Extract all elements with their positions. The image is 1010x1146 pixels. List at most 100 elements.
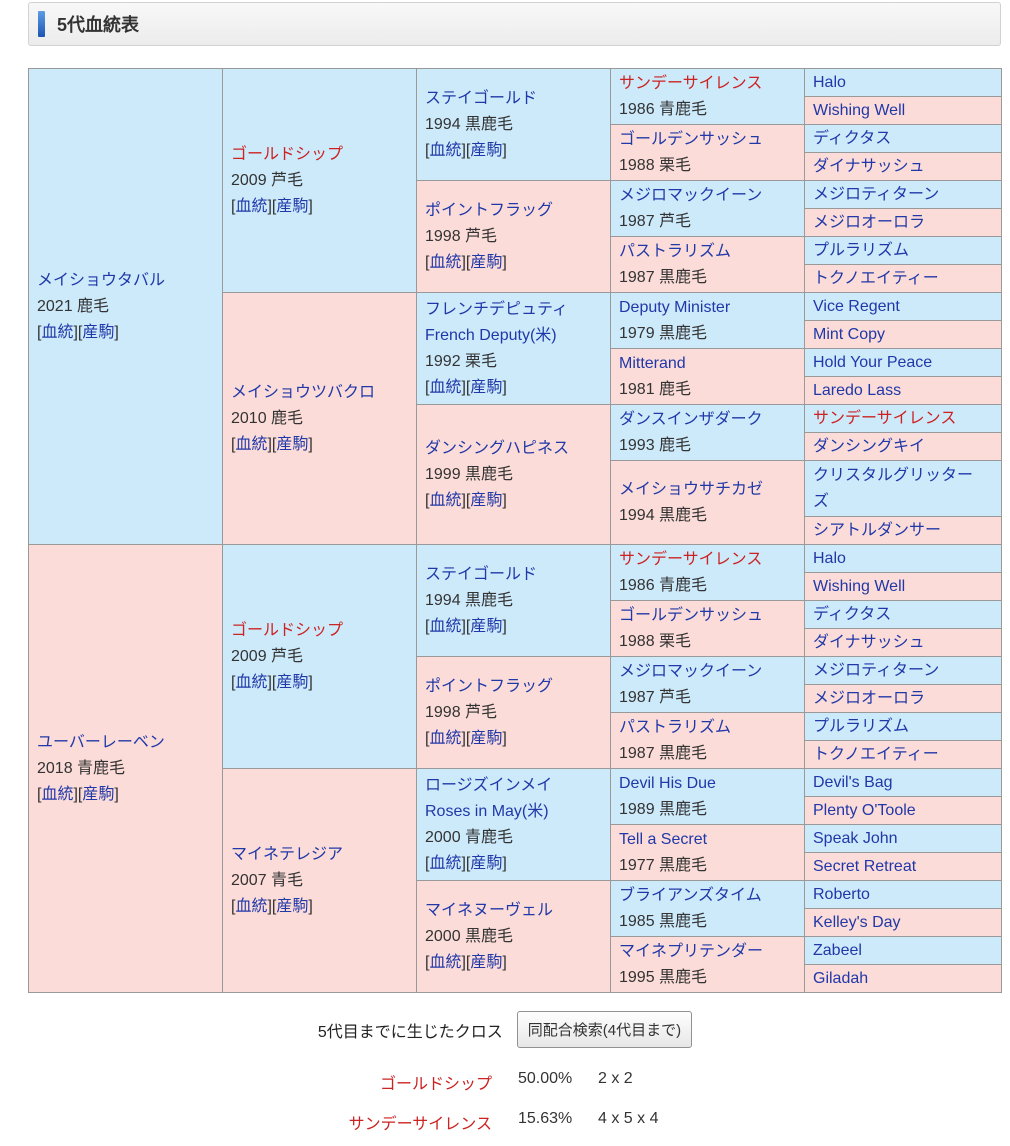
horse-link[interactable]: プルラリズム (813, 717, 910, 735)
horse-link[interactable]: メイショウタバル (37, 271, 166, 289)
horse-link[interactable]: ポイントフラッグ (425, 677, 554, 695)
horse-link[interactable]: Vice Regent (813, 297, 900, 315)
horse-link[interactable]: ダンシングハピネス (425, 439, 570, 457)
pedigree-cell: ステイゴールド 1994 黒鹿毛 血統産駒 (416, 544, 611, 657)
blood-link[interactable]: 血統 (231, 898, 272, 915)
blood-link[interactable]: 血統 (425, 142, 466, 159)
offspring-link[interactable]: 産駒 (466, 954, 507, 971)
horse-link[interactable]: ダンスインザダーク (619, 410, 763, 428)
horse-link[interactable]: ロージズインメイ (425, 776, 553, 794)
horse-link[interactable]: ユーバーレーベン (37, 733, 165, 751)
pedigree-cell: パストラリズム 1987 黒鹿毛 (610, 236, 805, 293)
horse-link[interactable]: Laredo Lass (813, 381, 902, 399)
horse-link[interactable]: クリスタルグリッターズ (813, 466, 974, 510)
horse-link[interactable]: ディクタス (813, 129, 892, 147)
horse-link[interactable]: ブライアンズタイム (619, 886, 762, 904)
horse-link[interactable]: ゴールドシップ (231, 145, 344, 163)
horse-link[interactable]: Mint Copy (813, 325, 886, 343)
horse-link[interactable]: サンデーサイレンス (619, 74, 763, 92)
offspring-link[interactable]: 産駒 (466, 254, 507, 271)
offspring-link[interactable]: 産駒 (272, 674, 313, 691)
offspring-link[interactable]: 産駒 (466, 855, 507, 872)
horse-link[interactable]: Hold Your Peace (813, 353, 933, 371)
offspring-link[interactable]: 産駒 (466, 142, 507, 159)
blood-link[interactable]: 血統 (425, 618, 466, 635)
horse-link[interactable]: ゴールデンサッシュ (619, 606, 764, 624)
horse-link[interactable]: トクノエイティー (813, 269, 939, 287)
horse-link[interactable]: Devil's Bag (813, 773, 893, 791)
horse-link[interactable]: パストラリズム (619, 242, 732, 260)
horse-link[interactable]: メジロティターン (813, 661, 940, 679)
horse-link[interactable]: フレンチデピュティ (425, 300, 569, 318)
offspring-link[interactable]: 産駒 (272, 198, 313, 215)
blood-link[interactable]: 血統 (37, 324, 78, 341)
blood-link[interactable]: 血統 (231, 436, 272, 453)
blood-link[interactable]: 血統 (425, 379, 466, 396)
blood-link[interactable]: 血統 (425, 492, 466, 509)
horse-link[interactable]: ゴールドシップ (231, 621, 344, 639)
offspring-link[interactable]: 産駒 (78, 324, 119, 341)
pedigree-cell: Devil His Due 1989 黒鹿毛 (610, 768, 805, 825)
horse-link[interactable]: プルラリズム (813, 241, 910, 259)
blood-link[interactable]: 血統 (425, 954, 466, 971)
horse-link[interactable]: Wishing Well (813, 577, 906, 595)
horse-link[interactable]: マイネテレジア (231, 845, 344, 863)
horse-link[interactable]: Giladah (813, 969, 869, 987)
horse-link[interactable]: マイネプリテンダー (619, 942, 764, 960)
blood-link[interactable]: 血統 (425, 730, 466, 747)
horse-link[interactable]: Halo (813, 73, 846, 91)
offspring-link[interactable]: 産駒 (466, 618, 507, 635)
horse-link[interactable]: メジロティターン (813, 185, 940, 203)
horse-link[interactable]: Kelley's Day (813, 913, 901, 931)
horse-link[interactable]: サンデーサイレンス (619, 550, 763, 568)
horse-link[interactable]: ディクタス (813, 605, 892, 623)
horse-link[interactable]: メジロオーロラ (813, 689, 926, 707)
horse-link[interactable]: ダイナサッシュ (813, 157, 925, 175)
horse-link[interactable]: パストラリズム (619, 718, 732, 736)
horse-link[interactable]: マイネヌーヴェル (425, 901, 554, 919)
offspring-link[interactable]: 産駒 (272, 436, 313, 453)
offspring-link[interactable]: 産駒 (466, 379, 507, 396)
pedigree-cell: プルラリズム (804, 712, 1002, 741)
horse-link[interactable]: ステイゴールド (425, 565, 538, 583)
blood-link[interactable]: 血統 (231, 674, 272, 691)
horse-link[interactable]: トクノエイティー (813, 745, 939, 763)
table-row: マイネテレジア 2007 青毛 血統産駒 ロージズインメイ Roses in M… (29, 768, 1002, 993)
offspring-link[interactable]: 産駒 (272, 898, 313, 915)
horse-link[interactable]: メイショウサチカゼ (619, 480, 764, 498)
horse-link[interactable]: Wishing Well (813, 101, 906, 119)
same-mating-search-button[interactable]: 同配合検索(4代目まで) (516, 1011, 693, 1048)
horse-link[interactable]: ダンシングキイ (813, 437, 926, 455)
blood-link[interactable]: 血統 (37, 786, 78, 803)
horse-link[interactable]: ステイゴールド (425, 89, 538, 107)
offspring-link[interactable]: 産駒 (466, 730, 507, 747)
horse-link[interactable]: Zabeel (813, 941, 862, 959)
horse-link[interactable]: Deputy Minister (619, 298, 731, 316)
horse-link[interactable]: Secret Retreat (813, 857, 917, 875)
horse-link[interactable]: ゴールデンサッシュ (619, 130, 764, 148)
pedigree-cell: トクノエイティー (804, 740, 1002, 769)
horse-link[interactable]: メジロマックイーン (619, 186, 763, 204)
horse-link[interactable]: シアトルダンサー (813, 521, 942, 539)
horse-link[interactable]: メイショウツバクロ (231, 383, 376, 401)
horse-link[interactable]: Speak John (813, 829, 898, 847)
horse-link[interactable]: メジロマックイーン (619, 662, 763, 680)
blood-link[interactable]: 血統 (425, 855, 466, 872)
horse-info: 1987 芦毛 (619, 688, 692, 706)
horse-link[interactable]: Devil His Due (619, 774, 716, 792)
horse-link[interactable]: Plenty O'Toole (813, 801, 916, 819)
horse-link[interactable]: サンデーサイレンス (813, 409, 957, 427)
horse-link[interactable]: ダイナサッシュ (813, 633, 925, 651)
offspring-link[interactable]: 産駒 (466, 492, 507, 509)
horse-link[interactable]: Roberto (813, 885, 870, 903)
blood-link[interactable]: 血統 (425, 254, 466, 271)
offspring-link[interactable]: 産駒 (78, 786, 119, 803)
horse-link-en[interactable]: French Deputy(米) (425, 326, 557, 344)
horse-link-en[interactable]: Roses in May(米) (425, 802, 549, 820)
horse-link[interactable]: メジロオーロラ (813, 213, 926, 231)
horse-link[interactable]: ポイントフラッグ (425, 201, 554, 219)
horse-link[interactable]: Tell a Secret (619, 830, 708, 848)
horse-link[interactable]: Halo (813, 549, 846, 567)
horse-link[interactable]: Mitterand (619, 354, 686, 372)
blood-link[interactable]: 血統 (231, 198, 272, 215)
